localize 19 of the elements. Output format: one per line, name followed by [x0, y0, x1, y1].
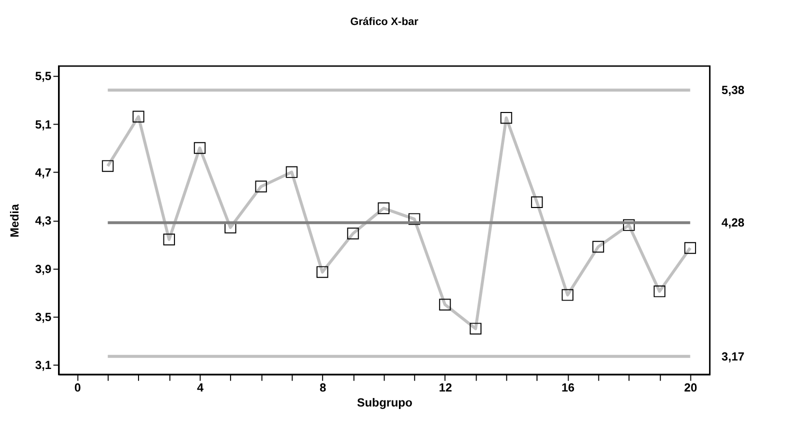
y-tick-label: 4,3	[35, 214, 52, 228]
ref-line-label: 4,28	[722, 216, 745, 230]
x-tick-label: 4	[196, 382, 204, 395]
y-tick-label: 3,1	[35, 359, 52, 372]
y-tick-label: 4,7	[35, 166, 52, 180]
ref-line-label: 3,17	[722, 350, 745, 364]
y-tick-label: 5,1	[35, 118, 52, 132]
x-tick-label: 8	[320, 382, 327, 395]
y-tick-label: 3,9	[35, 262, 52, 276]
ref-line-label: 5,38	[722, 84, 745, 98]
x-tick-label: 16	[562, 382, 576, 395]
y-axis-title: Media	[8, 204, 22, 238]
y-tick-label: 3,5	[35, 311, 52, 324]
chart-title: Gráfico X-bar	[350, 16, 420, 28]
x-tick-label: 0	[74, 382, 82, 395]
x-tick-label: 20	[684, 382, 698, 395]
x-axis-title: Subgrupo	[357, 396, 412, 410]
x-tick-label: 12	[438, 382, 452, 395]
y-tick-label: 5,5	[35, 70, 52, 84]
